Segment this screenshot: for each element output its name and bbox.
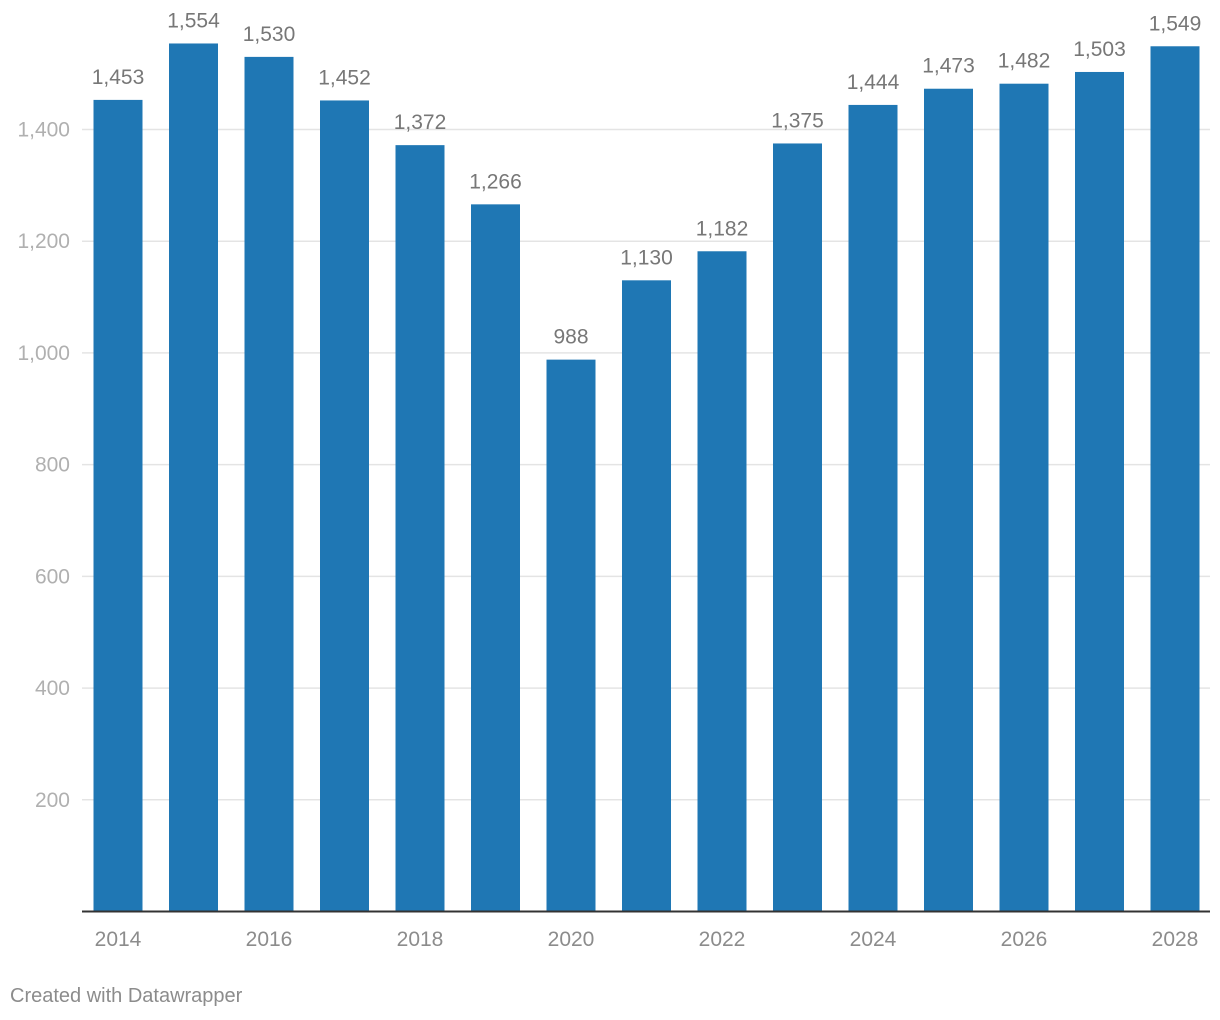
x-tick-label: 2016 <box>246 928 293 951</box>
data-label: 1,444 <box>847 71 900 94</box>
data-label: 1,530 <box>243 23 296 46</box>
data-label: 1,503 <box>1073 38 1126 61</box>
y-tick-label: 800 <box>35 454 70 477</box>
bar <box>244 56 294 912</box>
data-label: 1,130 <box>620 246 673 269</box>
bar <box>999 83 1049 912</box>
data-labels: 1,453 1,554 1,530 1,452 1,372 1,266 988 1,130 1,… <box>92 9 1202 348</box>
bar <box>395 145 445 912</box>
data-label: 1,453 <box>92 66 145 89</box>
datawrapper-credit: Created with Datawrapper <box>10 985 243 1007</box>
bar <box>848 104 898 912</box>
data-label: 1,473 <box>922 55 975 78</box>
bar <box>93 99 143 912</box>
bars <box>93 43 1200 912</box>
data-label: 1,182 <box>696 217 749 240</box>
x-tick-label: 2014 <box>95 928 142 951</box>
data-label: 1,452 <box>318 66 371 89</box>
x-axis-ticks: 2014 2016 2018 2020 2022 2024 2026 2028 <box>95 928 1199 951</box>
data-label: 988 <box>553 326 588 349</box>
x-tick-label: 2018 <box>397 928 444 951</box>
y-tick-label: 600 <box>35 565 70 588</box>
y-axis-ticks: 200 400 600 800 1,000 1,200 1,400 <box>17 119 70 812</box>
data-label: 1,482 <box>998 50 1051 73</box>
y-tick-label: 1,400 <box>17 119 70 142</box>
bar <box>1075 71 1124 912</box>
x-tick-label: 2024 <box>850 928 897 951</box>
bar <box>1150 46 1200 912</box>
bar <box>169 43 218 912</box>
data-label: 1,372 <box>394 111 447 134</box>
data-label: 1,266 <box>469 170 522 193</box>
y-tick-label: 400 <box>35 677 70 700</box>
y-tick-label: 1,200 <box>17 230 70 253</box>
data-label: 1,554 <box>167 9 220 32</box>
x-tick-label: 2028 <box>1152 928 1199 951</box>
bar <box>471 204 520 912</box>
bar <box>622 280 671 912</box>
y-tick-label: 200 <box>35 789 70 812</box>
bar <box>773 143 822 912</box>
x-tick-label: 2022 <box>699 928 746 951</box>
data-label: 1,549 <box>1149 12 1202 35</box>
bar <box>924 88 973 912</box>
bar <box>320 100 369 912</box>
bar <box>546 359 596 912</box>
x-tick-label: 2026 <box>1001 928 1048 951</box>
y-tick-label: 1,000 <box>17 342 70 365</box>
x-tick-label: 2020 <box>548 928 595 951</box>
data-label: 1,375 <box>771 109 824 132</box>
bar <box>697 251 747 912</box>
